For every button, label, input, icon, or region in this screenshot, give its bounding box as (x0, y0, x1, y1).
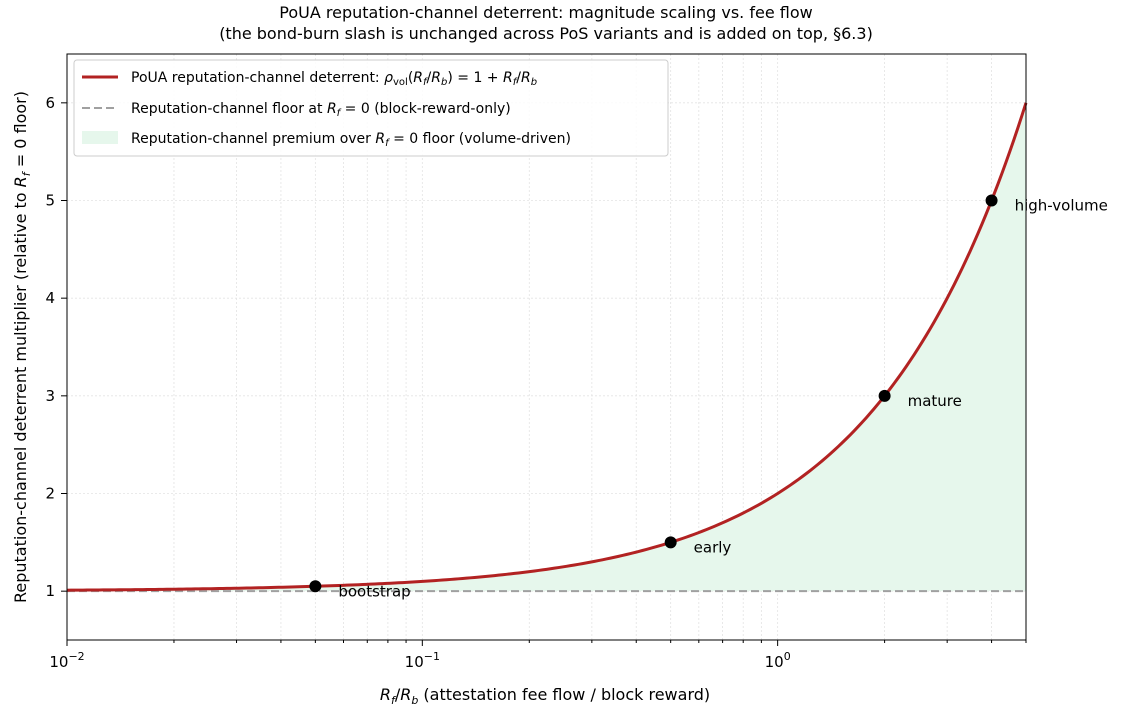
y-tick-label: 6 (45, 94, 55, 112)
y-tick-label: 1 (45, 582, 55, 600)
point-bootstrap (309, 580, 322, 593)
legend: PoUA reputation-channel deterrent: ρvol(… (73, 59, 669, 157)
plot-frame (66, 53, 1027, 641)
point-label-early: early (694, 538, 732, 556)
y-axis-label: Reputation-channel deterrent multiplier … (11, 91, 33, 603)
premium-fill-area (67, 102, 1026, 592)
point-label-mature: mature (908, 392, 962, 410)
chart-title: PoUA reputation-channel deterrent: magni… (279, 3, 813, 22)
axis-ticks: 10−2 10−1 100 1 2 3 4 5 6 (45, 94, 1027, 671)
deterrent-curve-line (66, 102, 1028, 592)
y-tick-label: 2 (45, 485, 55, 503)
point-high-volume (985, 194, 998, 207)
y-tick-label: 3 (45, 387, 55, 405)
legend-curve-label: PoUA reputation-channel deterrent: ρvol(… (131, 70, 537, 88)
point-mature (878, 389, 891, 402)
point-early (664, 536, 677, 549)
legend-floor-label: Reputation-channel floor at Rf = 0 (bloc… (131, 101, 511, 119)
x-axis-label: Rf/Rb (attestation fee flow / block rewa… (380, 685, 710, 707)
chart-subtitle: (the bond-burn slash is unchanged across… (219, 24, 873, 43)
x-tick-label: 10−1 (405, 650, 440, 671)
legend-fill-label: Reputation-channel premium over Rf = 0 f… (131, 131, 571, 149)
y-tick-label: 5 (45, 192, 55, 210)
x-tick-label: 10−2 (49, 650, 84, 671)
y-tick-label: 4 (45, 289, 55, 307)
legend-box (73, 59, 669, 157)
legend-fill-swatch (82, 131, 118, 144)
x-tick-label: 100 (765, 650, 791, 671)
point-label-high-volume: high-volume (1015, 197, 1108, 215)
point-label-bootstrap: bootstrap (338, 582, 410, 600)
milestone-points: bootstrap early mature high-volume (309, 194, 1108, 600)
